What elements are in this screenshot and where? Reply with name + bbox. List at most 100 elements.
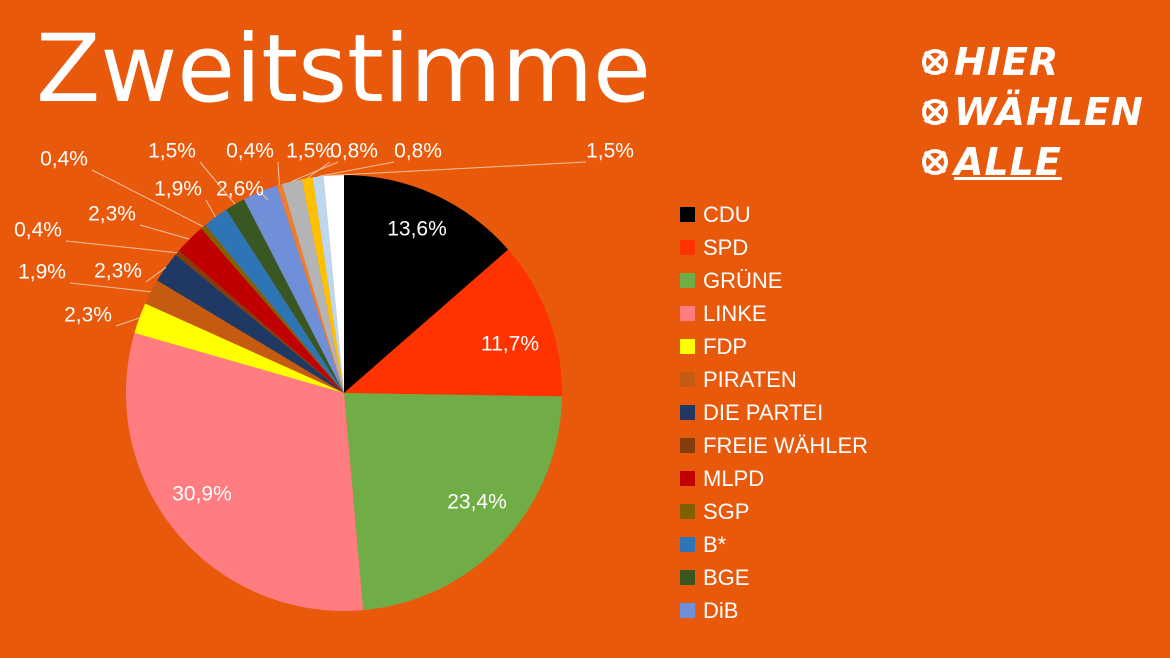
legend-swatch	[680, 471, 695, 486]
leader-line-13	[277, 161, 280, 185]
leader-line-17	[333, 161, 587, 176]
legend-swatch	[680, 240, 695, 255]
legend-label: MLPD	[703, 465, 765, 491]
data-label-14: 1,5%	[286, 140, 334, 163]
pie-chart: 13,6% 11,7% 23,4% 30,9% 2,3% 1,9% 2,3% 0,4% 2,3%…	[14, 140, 634, 611]
legend-swatch	[680, 207, 695, 222]
legend-item-die-partei: DIE PARTEI	[680, 396, 868, 429]
legend-item-bge: BGE	[680, 561, 868, 594]
legend-label: GRÜNE	[703, 267, 783, 293]
pie-slice-die-partei	[157, 254, 344, 393]
leader-line-8	[139, 224, 190, 240]
pie-slice-other-14	[281, 179, 344, 393]
pie-slice-mlpd	[178, 228, 344, 393]
legend-item-gru-ne: GRÜNE	[680, 264, 868, 297]
legend-item-cdu: CDU	[680, 198, 868, 231]
legend-swatch	[680, 438, 695, 453]
data-label-8: 2,3%	[88, 203, 136, 226]
data-label-10: 1,9%	[154, 178, 202, 201]
legend-item-spd: SPD	[680, 231, 868, 264]
leader-line-9	[91, 169, 204, 228]
ballot-cross-icon	[922, 99, 948, 125]
data-label-15: 0,8%	[330, 140, 378, 163]
legend-item-piraten: PIRATEN	[680, 363, 868, 396]
logo-text-waehlen: WÄHLEN	[954, 90, 1144, 134]
logo-line-hier: HIER	[920, 40, 1059, 84]
chart-title: Zweitstimme	[36, 15, 651, 124]
leader-line-4	[115, 317, 140, 327]
data-label-17: 1,5%	[586, 140, 634, 163]
data-label-11: 1,5%	[148, 140, 196, 163]
leader-line-5	[69, 282, 151, 293]
leader-line-11	[199, 161, 236, 205]
pie-slice-freie-wa-hler	[175, 250, 344, 393]
legend-label: SPD	[703, 234, 749, 260]
data-label-6: 2,3%	[94, 260, 142, 283]
legend-label: CDU	[703, 201, 751, 227]
leader-line-6	[145, 266, 167, 283]
data-label-7: 0,4%	[14, 219, 62, 242]
pie-slice-other-13	[276, 184, 344, 393]
logo-text-alle: ALLE	[954, 140, 1062, 184]
pie-slice-dib	[243, 185, 344, 393]
leader-line-16	[317, 161, 395, 178]
pie-slice-other-17	[323, 175, 344, 393]
leader-line-15	[306, 161, 331, 179]
legend-label: DiB	[703, 597, 739, 623]
legend-label: SGP	[703, 498, 750, 524]
legend-swatch	[680, 537, 695, 552]
legend-label: DIE PARTEI	[703, 399, 824, 425]
chart-legend: CDU SPD GRÜNE LINKE FDP PIRATEN DIE PARTEI FREI…	[680, 198, 868, 627]
data-label-13: 0,4%	[226, 140, 274, 163]
legend-item-dib: DiB	[680, 594, 868, 627]
data-label-0: 13,6%	[387, 218, 447, 241]
pie-slice-other-16	[312, 175, 344, 393]
leader-line-14	[291, 161, 339, 182]
pie-slice-other-15	[301, 177, 344, 393]
data-label-5: 1,9%	[18, 261, 66, 284]
ballot-cross-icon	[922, 49, 948, 75]
legend-item-sgp: SGP	[680, 495, 868, 528]
legend-swatch	[680, 273, 695, 288]
legend-swatch	[680, 603, 695, 618]
legend-label: LINKE	[703, 300, 767, 326]
legend-item-linke: LINKE	[680, 297, 868, 330]
pie-slice-fdp	[134, 303, 344, 393]
leader-line-12	[259, 191, 269, 201]
data-label-16: 0,8%	[394, 140, 442, 163]
legend-item-fdp: FDP	[680, 330, 868, 363]
legend-label: BGE	[703, 564, 750, 590]
legend-swatch	[680, 306, 695, 321]
leader-line-10	[205, 199, 216, 218]
legend-label: FDP	[703, 333, 747, 359]
data-label-2: 23,4%	[447, 491, 507, 514]
pie-slice-gru-ne	[344, 393, 562, 611]
data-label-1: 11,7%	[481, 333, 539, 356]
logo-line-waehlen: WÄHLEN	[920, 90, 1144, 134]
pie-slice-sgp	[201, 224, 344, 393]
leader-line-7	[65, 240, 178, 254]
pie-slice-linke	[126, 332, 364, 611]
ballot-cross-icon	[922, 149, 948, 175]
data-label-12: 2,6%	[216, 178, 264, 201]
legend-swatch	[680, 405, 695, 420]
logo-text-hier: HIER	[954, 40, 1060, 84]
pie-slice-cdu	[344, 175, 509, 393]
pie-slice-b	[205, 209, 344, 393]
legend-label: PIRATEN	[703, 366, 797, 392]
data-label-3: 30,9%	[172, 483, 232, 506]
legend-swatch	[680, 504, 695, 519]
pie-slice-bge	[226, 199, 344, 393]
legend-label: B*	[703, 531, 727, 557]
legend-item-freie-wa-hler: FREIE WÄHLER	[680, 429, 868, 462]
legend-swatch	[680, 570, 695, 585]
legend-swatch	[680, 339, 695, 354]
logo-line-alle: ALLE	[920, 140, 1062, 184]
data-label-4: 2,3%	[64, 304, 112, 327]
legend-item-mlpd: MLPD	[680, 462, 868, 495]
legend-label: FREIE WÄHLER	[703, 432, 869, 458]
legend-swatch	[680, 372, 695, 387]
hier-waehlen-alle-logo: HIER WÄHLEN ALLE	[920, 40, 1160, 210]
pie-slice-piraten	[145, 280, 344, 393]
legend-item-b: B*	[680, 528, 868, 561]
